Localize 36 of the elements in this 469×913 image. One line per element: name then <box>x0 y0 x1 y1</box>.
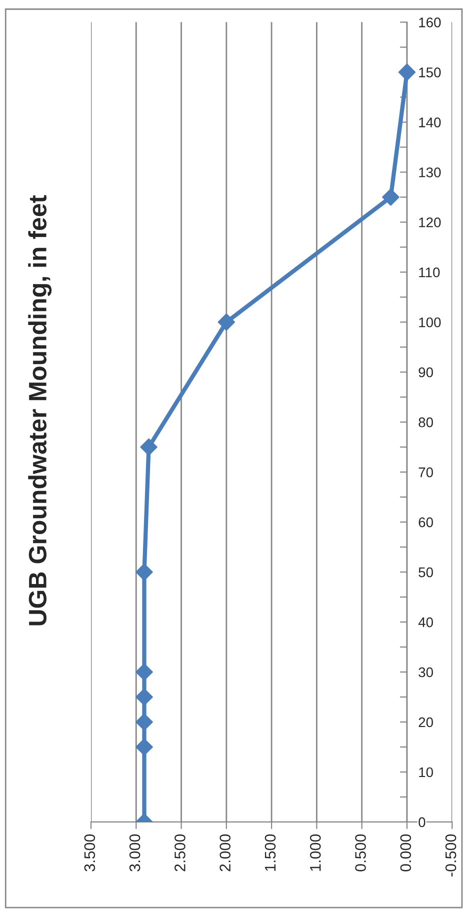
y-tick-label: 40 <box>418 617 433 628</box>
y-tick-label: 10 <box>419 767 433 778</box>
y-tick-label: 20 <box>418 717 433 728</box>
x-tick-label: 1.500 <box>264 834 276 871</box>
x-tick-label: 1.000 <box>310 834 321 871</box>
y-tick-label: 160 <box>419 18 441 28</box>
x-tick-label: 2.000 <box>220 834 231 872</box>
x-tick-label: -0.500 <box>445 834 456 876</box>
y-tick-label: 140 <box>419 117 441 128</box>
point <box>136 738 153 756</box>
x-tick-label: 3.000 <box>129 834 140 872</box>
x-tick-label: 0.500 <box>355 834 366 872</box>
point <box>136 713 153 731</box>
point <box>136 663 153 681</box>
point <box>136 688 153 706</box>
x-tick-label: 2.500 <box>174 834 186 872</box>
y-tick-label: 100 <box>419 317 441 328</box>
point <box>398 63 416 81</box>
y-tick-label: 50 <box>418 567 433 578</box>
y-tick-label: 90 <box>418 367 433 378</box>
y-tick-label: 110 <box>419 267 440 278</box>
y-tick-label: 0 <box>418 817 426 828</box>
x-tick-label: 0.000 <box>400 834 412 872</box>
point <box>136 563 153 581</box>
y-tick-label: 70 <box>418 467 433 478</box>
y-tick-label: 150 <box>419 68 441 78</box>
y-tick-label: 30 <box>418 667 433 678</box>
point <box>382 188 400 206</box>
point <box>218 313 236 331</box>
y-tick-label: 130 <box>419 167 441 178</box>
point <box>140 438 158 456</box>
text: UGB Groundwater Mounding, in feet <box>28 195 52 626</box>
x-tick-label: 3.500 <box>84 834 96 872</box>
y-tick-label: 80 <box>418 417 433 428</box>
y-tick-label: 60 <box>418 517 433 528</box>
y-tick-label: 120 <box>419 217 441 228</box>
